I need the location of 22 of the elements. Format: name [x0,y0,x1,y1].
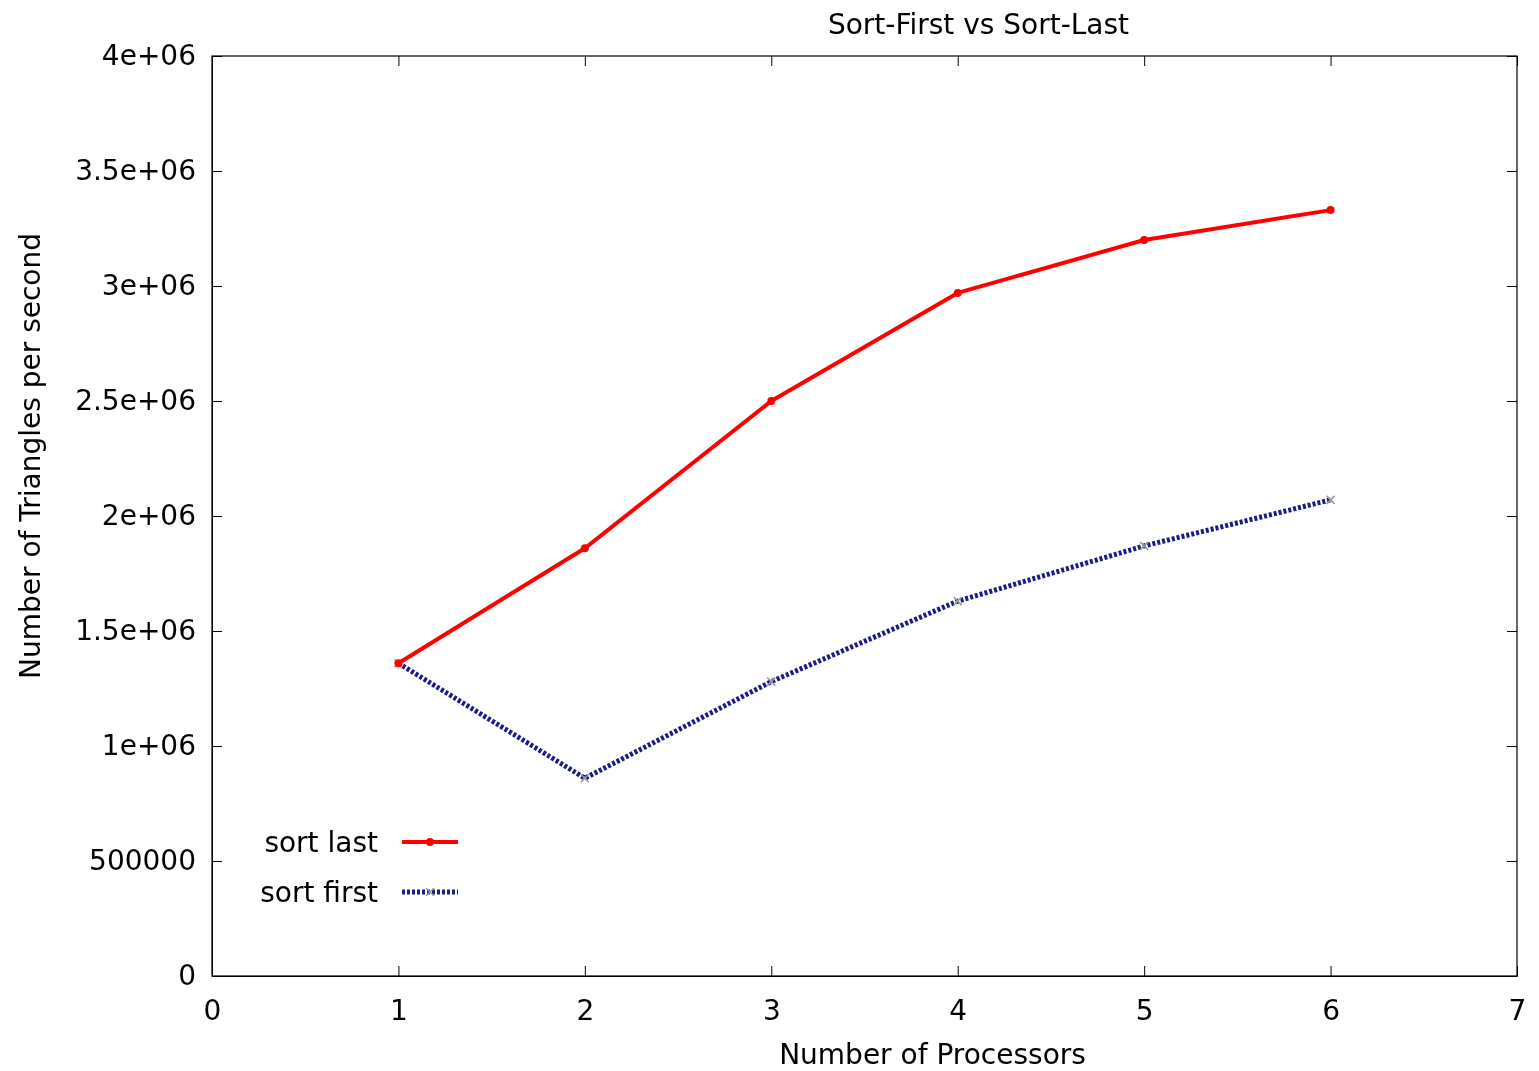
legend-label: sort first [260,876,379,909]
y-tick-label: 2e+06 [101,499,196,533]
y-tick-label: 500000 [89,844,196,878]
x-axis-title: Number of Processors [779,1038,1086,1071]
y-tick-label: 0 [178,959,196,993]
y-tick-label: 1.5e+06 [75,614,196,648]
x-tick-label: 4 [949,993,968,1027]
y-tick-label: 2.5e+06 [75,384,196,418]
x-tick-label: 7 [1508,993,1527,1027]
y-tick-label: 3.5e+06 [75,154,196,188]
x-tick-label: 3 [762,993,781,1027]
y-tick-label: 1e+06 [101,729,196,763]
x-tick-label: 5 [1135,993,1154,1027]
y-tick-label: 4e+06 [101,39,196,73]
y-tick-label: 3e+06 [101,269,196,303]
chart-title: Sort-First vs Sort-Last [827,8,1130,41]
x-tick-label: 0 [203,993,222,1027]
legend-label: sort last [264,826,379,859]
y-axis-title: Number of Triangles per second [14,233,47,679]
x-tick-label: 1 [390,993,408,1027]
x-tick-label: 6 [1322,993,1340,1027]
x-tick-label: 2 [576,993,595,1027]
